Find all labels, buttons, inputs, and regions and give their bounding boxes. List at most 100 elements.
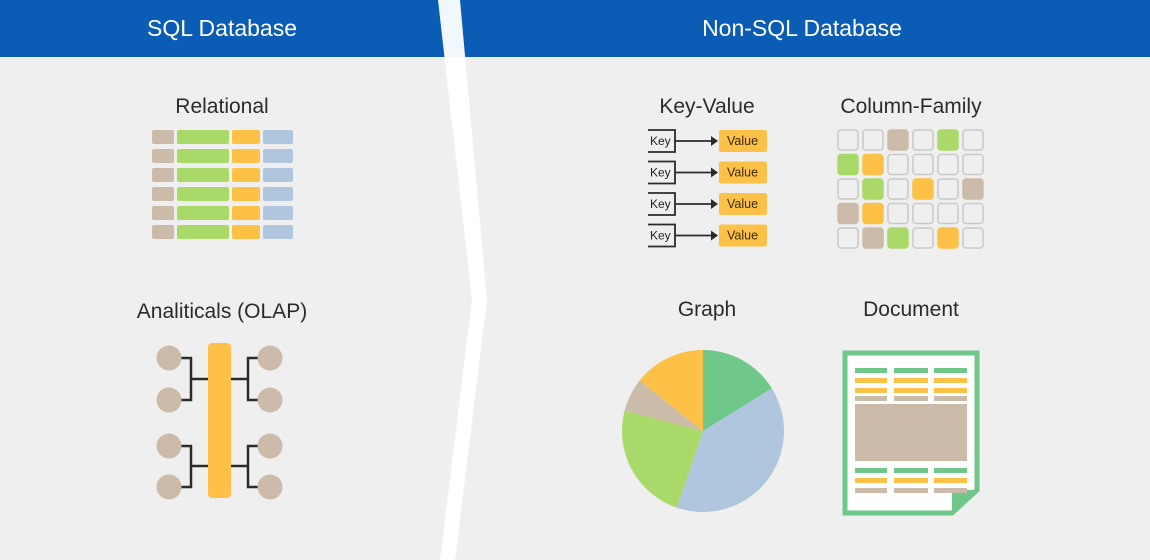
olap-node [156,474,182,500]
column-family-cell [937,202,959,225]
olap-node [257,387,283,413]
column-family-cell [912,129,934,151]
column-family-cell [837,178,859,200]
column-family-grid-icon [837,129,984,249]
arrow-head [711,230,718,241]
pie-slice-tan [624,380,703,431]
column-family-cell [937,227,959,249]
pie-slice-lime [622,410,703,508]
value-text: Value [727,134,758,148]
chevron-divider [438,0,487,560]
relational-cell [263,168,293,182]
document-text-line [855,468,887,473]
arrow-head [711,167,718,178]
column-family-cell [962,178,984,200]
relational-cell [177,187,229,201]
column-family-cell [887,129,909,151]
relational-cell [177,225,229,239]
value-text: Value [727,197,758,211]
value-box [719,193,767,215]
column-family-cell [912,202,934,225]
key-value-row: Key Value [648,160,767,185]
document-image-block [855,404,967,461]
value-text: Value [727,166,758,180]
relational-cell [232,225,260,239]
document-text-line [934,388,967,393]
column-family-cell [912,178,934,200]
document-fold [952,490,977,513]
key-value-row: Key Value [648,223,767,248]
column-family-cell [837,153,859,176]
column-family-cell [962,202,984,225]
document-text-line [894,388,928,393]
arrow-head [711,136,718,146]
value-box [719,161,767,184]
column-family-cell [862,129,884,151]
document-text-line [855,368,887,373]
relational-cell [152,206,174,220]
key-text: Key [650,166,671,180]
document-text-line [934,396,967,401]
relational-cell [232,168,260,182]
relational-cell [263,206,293,220]
relational-cell [152,187,174,201]
olap-node [257,345,283,371]
key-value-row: Key Value [648,129,767,153]
olap-node [156,387,182,413]
value-box [719,130,767,152]
document-text-line [894,478,928,483]
document-text-line [894,368,928,373]
sql-header-title: SQL Database [146,15,298,41]
key-text: Key [650,197,671,211]
relational-cell [232,187,260,201]
graph-pie-icon [622,350,784,512]
document-text-line [855,396,887,401]
document-text-line [855,488,887,493]
document-text-line [855,478,887,483]
column-family-cell [912,227,934,249]
document-text-line [934,478,967,483]
document-text-line [934,368,967,373]
key-value-row: Key Value [648,192,767,216]
key-value-icon: Key Value Key Value Key Value Key Value [648,129,767,248]
relational-cell [152,225,174,239]
relational-cell [232,130,260,144]
relational-cell [232,149,260,163]
document-text-line [855,378,887,383]
column-family-cell [937,129,959,151]
graph-label: Graph [677,298,737,321]
nosql-header-title: Non-SQL Database [702,15,902,41]
relational-cell [177,149,229,163]
column-family-cell [862,202,884,225]
relational-cell [177,206,229,220]
column-family-cell [962,153,984,176]
document-label: Document [863,298,959,321]
olap-node [156,345,182,371]
relational-label: Relational [175,95,269,118]
pie-slice-orange [639,350,703,431]
pie-slice-green [703,350,772,431]
olap-cube-icon [156,343,283,500]
relational-cell [177,130,229,144]
value-text: Value [727,229,758,243]
key-text: Key [650,229,671,243]
relational-cell [263,187,293,201]
column-family-cell [862,178,884,200]
pie-slice-blue [676,388,784,512]
column-family-cell [887,202,909,225]
relational-cell [177,168,229,182]
relational-cell [232,206,260,220]
column-family-cell [837,202,859,225]
column-family-cell [937,178,959,200]
column-family-cell [912,153,934,176]
column-family-cell [887,227,909,249]
olap-node [257,474,283,500]
column-family-cell [837,129,859,151]
document-text-line [934,468,967,473]
relational-cell [152,168,174,182]
document-text-line [934,378,967,383]
arrow-head [711,199,718,209]
relational-cell [152,149,174,163]
